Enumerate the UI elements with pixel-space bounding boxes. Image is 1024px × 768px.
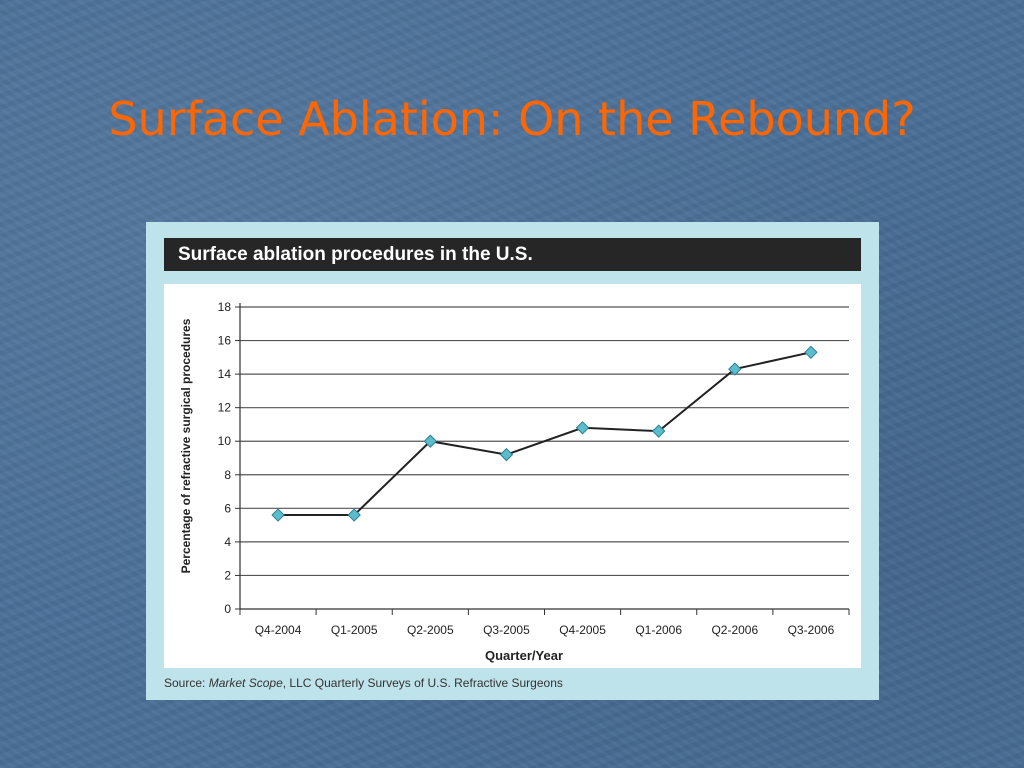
y-tick-label: 8: [224, 468, 231, 482]
y-tick-label: 14: [218, 367, 232, 381]
data-point-marker: [575, 421, 590, 435]
y-tick-label: 2: [224, 568, 231, 582]
series-line: [278, 351, 812, 517]
source-prefix: Source:: [164, 676, 209, 690]
y-axis-label: Percentage of refractive surgical proced…: [179, 318, 193, 573]
source-suffix: , LLC Quarterly Surveys of U.S. Refracti…: [282, 676, 563, 690]
x-tick-labels: Q4-2004 Q1-2005 Q2-2005 Q3-2005 Q4-2005 Q1-20…: [255, 623, 835, 637]
data-point-marker: [728, 362, 742, 376]
y-tick-label: 6: [224, 501, 231, 515]
data-point-marker: [499, 447, 514, 462]
x-axis-label: Quarter/Year: [485, 648, 563, 663]
data-point-marker: [804, 345, 818, 360]
chart-title: Surface ablation procedures in the U.S.: [164, 238, 861, 271]
x-tick-label: Q3-2005: [483, 623, 530, 637]
y-tick-labels: 0 2 4 6 8 10 12 14 16 18: [218, 300, 232, 616]
x-tick-label: Q1-2006: [635, 623, 682, 637]
data-point-marker: [423, 434, 438, 448]
x-tick-label: Q3-2006: [788, 623, 835, 637]
plot-panel: 0 2 4 6 8 10 12 14 16 18 Q4-2004 Q1-2005 Q2-2005 Q3-…: [164, 284, 861, 668]
axes: [235, 303, 850, 615]
x-tick-label: Q2-2006: [711, 623, 758, 637]
y-tick-label: 12: [218, 401, 232, 415]
x-tick-label: Q1-2005: [331, 623, 378, 637]
source-note: Source: Market Scope, LLC Quarterly Surv…: [164, 676, 861, 690]
data-point-marker: [271, 508, 285, 522]
x-tick-label: Q2-2005: [407, 623, 454, 637]
data-point-marker: [347, 508, 361, 522]
chart-figure: Surface ablation procedures in the U.S. …: [146, 222, 879, 700]
line-chart: 0 2 4 6 8 10 12 14 16 18 Q4-2004 Q1-2005 Q2-2005 Q3-…: [179, 300, 850, 663]
slide-title: Surface Ablation: On the Rebound?: [108, 92, 916, 146]
data-point-marker: [651, 424, 666, 438]
x-tick-label: Q4-2005: [559, 623, 606, 637]
y-tick-label: 18: [218, 300, 232, 314]
y-tick-label: 4: [224, 535, 231, 549]
y-tick-label: 0: [224, 602, 231, 616]
source-italic: Market Scope: [208, 676, 283, 690]
y-tick-label: 10: [218, 434, 232, 448]
data-series: [271, 345, 818, 522]
x-tick-label: Q4-2004: [255, 623, 302, 637]
y-tick-label: 16: [218, 334, 232, 348]
